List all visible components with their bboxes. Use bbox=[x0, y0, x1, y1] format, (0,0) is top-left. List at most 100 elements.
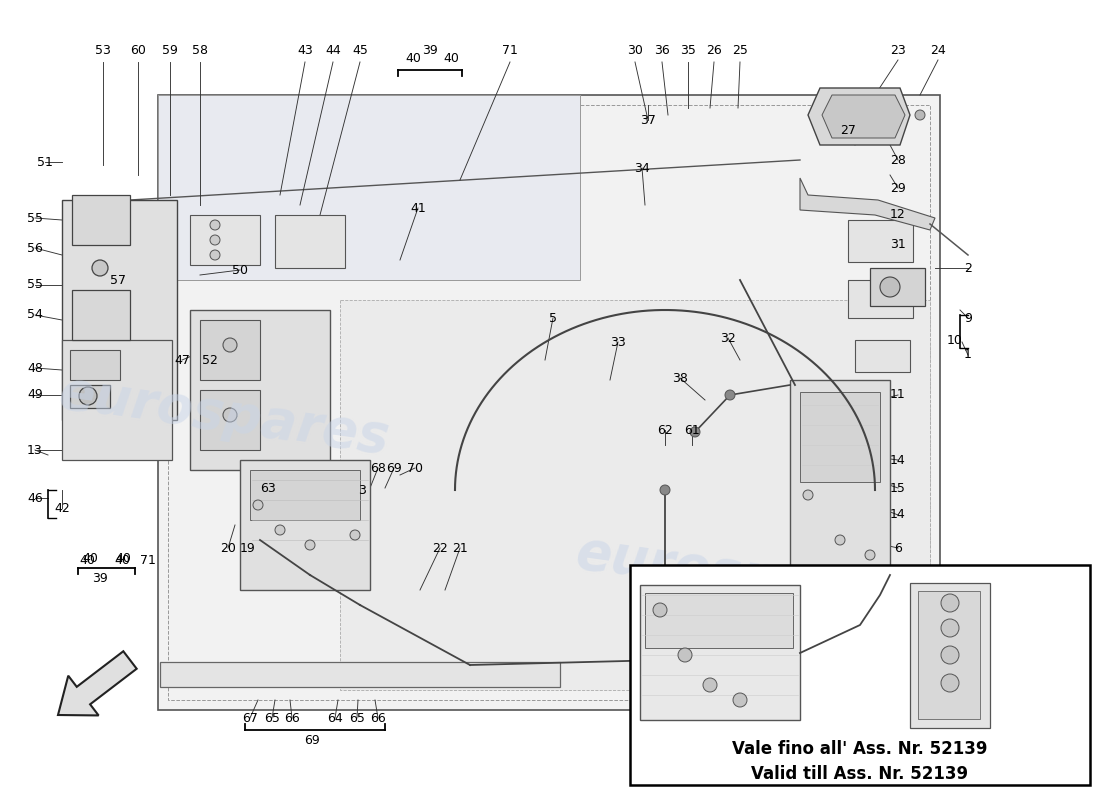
Circle shape bbox=[275, 525, 285, 535]
Text: 15: 15 bbox=[890, 482, 906, 494]
Text: 53: 53 bbox=[95, 43, 111, 57]
Text: Vale fino all' Ass. Nr. 52139: Vale fino all' Ass. Nr. 52139 bbox=[733, 740, 988, 758]
Text: 40: 40 bbox=[114, 554, 130, 566]
Text: 65: 65 bbox=[349, 711, 365, 725]
Polygon shape bbox=[800, 178, 935, 230]
Polygon shape bbox=[158, 95, 580, 280]
Text: 67: 67 bbox=[242, 711, 257, 725]
Polygon shape bbox=[275, 215, 345, 268]
Circle shape bbox=[690, 427, 700, 437]
Text: 61: 61 bbox=[684, 423, 700, 437]
Text: 59: 59 bbox=[162, 43, 178, 57]
Polygon shape bbox=[158, 95, 940, 710]
Circle shape bbox=[210, 250, 220, 260]
Text: 21: 21 bbox=[452, 542, 468, 554]
Bar bbox=[910, 583, 990, 728]
Text: 14: 14 bbox=[890, 509, 906, 522]
Circle shape bbox=[678, 648, 692, 662]
Bar bbox=[855, 340, 910, 372]
Text: 70: 70 bbox=[407, 462, 424, 474]
Text: 20: 20 bbox=[220, 542, 235, 554]
Text: 66: 66 bbox=[370, 711, 386, 725]
Circle shape bbox=[210, 220, 220, 230]
Circle shape bbox=[803, 490, 813, 500]
Text: 51: 51 bbox=[37, 155, 53, 169]
Text: 28: 28 bbox=[890, 154, 906, 166]
Text: eurospares: eurospares bbox=[55, 366, 393, 464]
Text: 6: 6 bbox=[894, 542, 902, 554]
Text: 65: 65 bbox=[264, 711, 279, 725]
Circle shape bbox=[940, 594, 959, 612]
Text: 8: 8 bbox=[894, 595, 902, 609]
Text: 42: 42 bbox=[54, 502, 70, 514]
Text: 71: 71 bbox=[140, 554, 156, 566]
Text: 69: 69 bbox=[386, 462, 402, 474]
Text: 46: 46 bbox=[28, 491, 43, 505]
Text: 9: 9 bbox=[964, 311, 972, 325]
Text: 48: 48 bbox=[28, 362, 43, 374]
Circle shape bbox=[223, 338, 236, 352]
Circle shape bbox=[350, 530, 360, 540]
Circle shape bbox=[940, 646, 959, 664]
Bar bbox=[190, 310, 330, 470]
Text: 4: 4 bbox=[894, 623, 902, 637]
Text: 40: 40 bbox=[82, 551, 98, 565]
Circle shape bbox=[210, 235, 220, 245]
Text: 1: 1 bbox=[964, 349, 972, 362]
Circle shape bbox=[92, 260, 108, 276]
Text: 45: 45 bbox=[352, 43, 367, 57]
Text: 62: 62 bbox=[657, 423, 673, 437]
Text: 58: 58 bbox=[192, 43, 208, 57]
Bar bbox=[870, 268, 925, 306]
Bar bbox=[918, 591, 980, 719]
Text: 27: 27 bbox=[840, 123, 856, 137]
Text: 43: 43 bbox=[297, 43, 312, 57]
Text: 50: 50 bbox=[232, 263, 248, 277]
Text: 40: 40 bbox=[443, 51, 459, 65]
Bar bbox=[250, 470, 360, 520]
Circle shape bbox=[915, 110, 925, 120]
Text: 22: 22 bbox=[432, 542, 448, 554]
Text: 17: 17 bbox=[800, 611, 816, 625]
Text: 54: 54 bbox=[28, 309, 43, 322]
Circle shape bbox=[865, 550, 874, 560]
Text: 30: 30 bbox=[627, 43, 642, 57]
Text: 16: 16 bbox=[711, 629, 726, 642]
Text: 52: 52 bbox=[202, 354, 218, 366]
Bar bbox=[200, 390, 260, 450]
Text: 34: 34 bbox=[634, 162, 650, 174]
Text: 19: 19 bbox=[240, 542, 256, 554]
Text: 39: 39 bbox=[422, 43, 438, 57]
Text: 69: 69 bbox=[304, 734, 320, 746]
Text: 37: 37 bbox=[640, 114, 656, 126]
Text: 25: 25 bbox=[733, 43, 748, 57]
Polygon shape bbox=[72, 195, 130, 245]
Text: 68: 68 bbox=[370, 462, 386, 474]
Text: 55: 55 bbox=[28, 211, 43, 225]
Bar bbox=[160, 662, 560, 687]
Bar bbox=[62, 200, 177, 420]
Text: 60: 60 bbox=[130, 43, 146, 57]
Bar bbox=[848, 280, 913, 318]
Circle shape bbox=[253, 500, 263, 510]
Text: 64: 64 bbox=[327, 711, 343, 725]
Circle shape bbox=[733, 693, 747, 707]
Circle shape bbox=[305, 540, 315, 550]
FancyArrow shape bbox=[58, 651, 136, 715]
Text: 66: 66 bbox=[284, 711, 300, 725]
Bar bbox=[630, 565, 1090, 785]
Polygon shape bbox=[70, 385, 110, 408]
Text: 11: 11 bbox=[890, 389, 906, 402]
Text: 40: 40 bbox=[79, 554, 95, 566]
Polygon shape bbox=[808, 88, 910, 145]
Text: 33: 33 bbox=[610, 335, 626, 349]
Circle shape bbox=[703, 678, 717, 692]
Text: 18: 18 bbox=[685, 629, 701, 642]
Bar bbox=[790, 380, 890, 570]
Bar bbox=[200, 320, 260, 380]
Circle shape bbox=[79, 387, 97, 405]
Polygon shape bbox=[340, 300, 930, 690]
Text: 29: 29 bbox=[890, 182, 906, 194]
Text: 40: 40 bbox=[405, 51, 421, 65]
Circle shape bbox=[223, 408, 236, 422]
